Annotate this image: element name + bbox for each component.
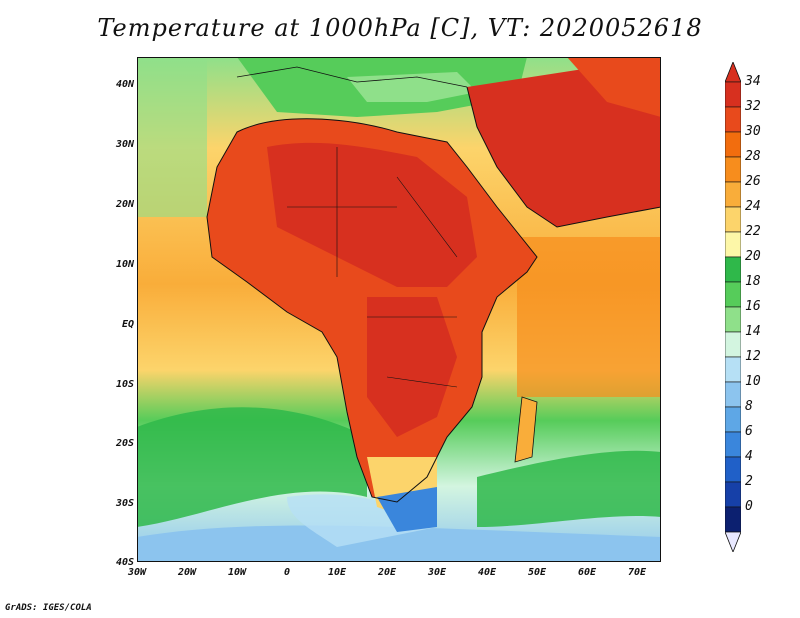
colorbar-swatch <box>724 331 742 358</box>
colorbar-label: 18 <box>745 274 761 289</box>
colorbar-swatch <box>724 381 742 408</box>
colorbar-swatch <box>724 406 742 433</box>
lon-tick-40e: 40E <box>477 567 497 578</box>
lat-tick-20n: 20N <box>115 199 134 210</box>
colorbar-label: 34 <box>745 74 761 89</box>
colorbar-swatch <box>724 306 742 333</box>
colorbar-label: 28 <box>745 149 761 164</box>
colorbar-label: 16 <box>745 299 761 314</box>
colorbar-label: 24 <box>745 199 761 214</box>
colorbar-swatch <box>724 481 742 508</box>
lat-tick-30n: 30N <box>115 139 134 150</box>
colorbar-swatch <box>724 156 742 183</box>
lon-tick-70e: 70E <box>627 567 647 578</box>
lat-tick-20s: 20S <box>115 438 134 449</box>
lon-tick-10e: 10E <box>327 567 347 578</box>
colorbar-label: 26 <box>745 174 761 189</box>
map-title: Temperature at 1000hPa [C], VT: 20200526… <box>97 14 703 42</box>
colorbar-label: 6 <box>745 424 753 439</box>
colorbar-label: 12 <box>745 349 761 364</box>
lat-tick-40n: 40N <box>115 79 134 90</box>
lon-tick-30e: 30E <box>427 567 447 578</box>
lon-tick-0: 0 <box>283 567 291 578</box>
colorbar-swatch <box>724 231 742 258</box>
lat-tick-40s: 40S <box>115 557 134 568</box>
colorbar-swatch <box>724 456 742 483</box>
temperature-map <box>137 57 661 562</box>
colorbar-swatch <box>724 256 742 283</box>
colorbar-swatch <box>724 431 742 458</box>
colorbar-top-arrow <box>724 60 742 83</box>
lon-tick-60e: 60E <box>577 567 597 578</box>
colorbar-swatch <box>724 81 742 108</box>
colorbar-label: 4 <box>745 449 753 464</box>
lon-tick-10w: 10W <box>227 567 247 578</box>
colorbar-swatch <box>724 106 742 133</box>
lat-tick-30s: 30S <box>115 498 134 509</box>
colorbar-label: 0 <box>745 499 753 514</box>
colorbar-swatch <box>724 206 742 233</box>
temperature-colorbar <box>724 60 742 554</box>
colorbar-label: 32 <box>745 99 761 114</box>
lat-tick-10n: 10N <box>115 259 134 270</box>
colorbar-label: 20 <box>745 249 761 264</box>
colorbar-swatch <box>724 356 742 383</box>
colorbar-label: 14 <box>745 324 761 339</box>
colorbar-label: 2 <box>745 474 753 489</box>
colorbar-swatch <box>724 506 742 533</box>
colorbar-swatch <box>724 281 742 308</box>
colorbar-label: 10 <box>745 374 761 389</box>
colorbar-bottom-arrow <box>724 531 742 554</box>
lon-tick-50e: 50E <box>527 567 547 578</box>
colorbar-label: 30 <box>745 124 761 139</box>
colorbar-label: 8 <box>745 399 753 414</box>
colorbar-swatch <box>724 181 742 208</box>
lat-tick-10s: 10S <box>115 379 134 390</box>
lon-tick-20w: 20W <box>177 567 197 578</box>
credit-text: GrADS: IGES/COLA <box>5 603 92 613</box>
colorbar-label: 22 <box>745 224 761 239</box>
lon-tick-20e: 20E <box>377 567 397 578</box>
colorbar-swatch <box>724 131 742 158</box>
lat-tick-eq: EQ <box>121 319 134 330</box>
lon-tick-30w: 30W <box>127 567 147 578</box>
